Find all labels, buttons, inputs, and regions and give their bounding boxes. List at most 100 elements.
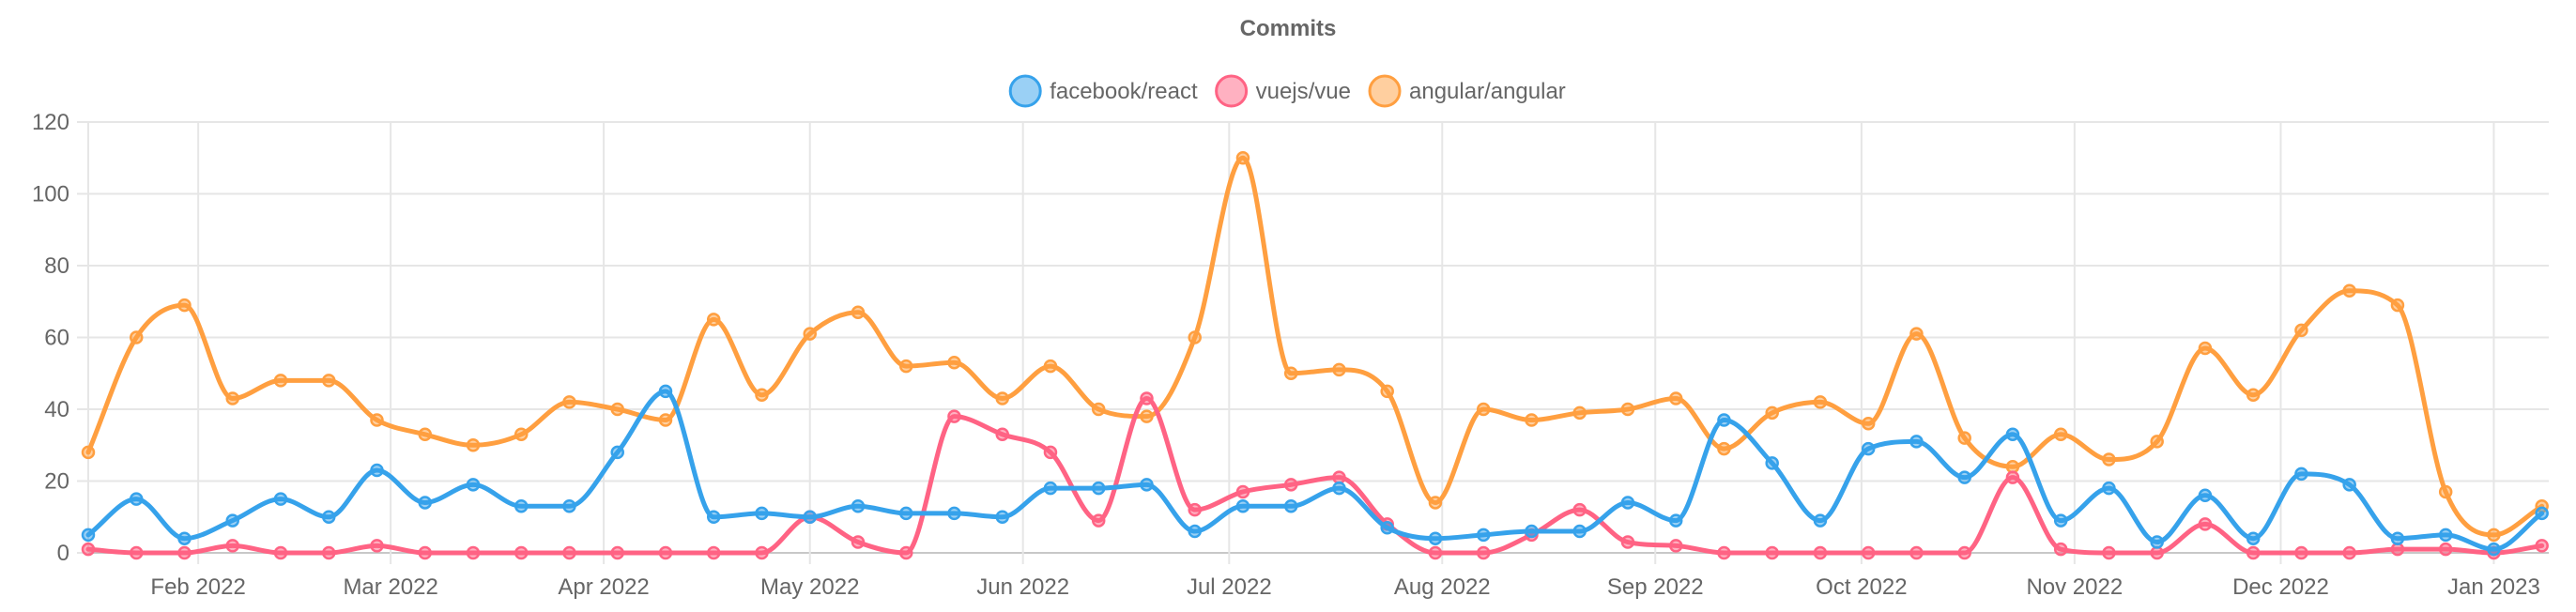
legend-swatch xyxy=(1008,74,1042,108)
data-point xyxy=(2246,388,2261,402)
data-point xyxy=(1957,470,1971,484)
data-point xyxy=(1717,441,1731,456)
data-point xyxy=(1525,524,1539,539)
data-point xyxy=(2005,470,2020,484)
data-point xyxy=(370,539,384,553)
x-tick-label: Apr 2022 xyxy=(558,574,649,600)
data-point xyxy=(1140,409,1154,423)
data-point xyxy=(562,499,576,513)
x-tick-label: Feb 2022 xyxy=(150,574,245,600)
data-point xyxy=(995,510,1009,524)
data-point xyxy=(273,374,288,388)
legend-label: facebook/react xyxy=(1050,79,1198,104)
data-point xyxy=(2438,528,2453,543)
data-point xyxy=(418,545,432,560)
y-tick-label: 100 xyxy=(32,182,69,207)
data-point xyxy=(1572,502,1587,517)
data-point xyxy=(2150,435,2164,449)
data-point xyxy=(947,506,961,521)
data-point xyxy=(1283,499,1298,513)
data-point xyxy=(706,545,721,560)
data-point xyxy=(177,298,192,313)
legend: facebook/react vuejs/vue angular/angular xyxy=(1008,74,1566,108)
data-point xyxy=(2005,427,2020,442)
data-point xyxy=(81,445,96,460)
data-point xyxy=(1380,520,1394,535)
data-point xyxy=(81,528,96,543)
data-point xyxy=(1188,524,1202,539)
series-facebook-react xyxy=(81,384,2549,557)
chart-title: Commits xyxy=(1240,16,1337,41)
data-point xyxy=(2198,517,2213,531)
data-point xyxy=(898,506,913,521)
data-point xyxy=(2390,542,2405,557)
data-point xyxy=(1235,151,1250,165)
data-point xyxy=(1765,405,1779,421)
data-point xyxy=(1765,456,1779,470)
data-point xyxy=(2294,323,2308,338)
x-tick-label: Sep 2022 xyxy=(1607,574,1704,600)
data-point xyxy=(851,535,866,549)
axes: 0 20 40 60 80 100 120 Feb 2022 Mar 2022 Apr 2022 M… xyxy=(32,110,2540,600)
data-point xyxy=(1332,470,1346,484)
data-point xyxy=(2102,481,2116,496)
data-point xyxy=(2487,528,2501,543)
data-point xyxy=(1620,496,1635,510)
data-point xyxy=(1861,545,1876,560)
data-point xyxy=(851,305,866,319)
data-point xyxy=(2246,531,2261,545)
data-point xyxy=(1668,391,1683,405)
data-point xyxy=(1283,366,1298,380)
data-point xyxy=(1620,402,1635,417)
data-point xyxy=(2390,298,2405,313)
data-point xyxy=(851,499,866,513)
data-point xyxy=(610,545,624,560)
data-point xyxy=(1091,513,1106,528)
data-point xyxy=(1332,362,1346,377)
data-point xyxy=(1235,484,1250,499)
data-point xyxy=(1476,528,1491,543)
data-point xyxy=(2438,484,2453,499)
x-tick-label: Oct 2022 xyxy=(1816,574,1907,600)
data-point xyxy=(2294,467,2308,482)
data-point xyxy=(2053,542,2068,557)
y-tick-label: 120 xyxy=(32,110,69,135)
x-tick-label: Nov 2022 xyxy=(2026,574,2123,600)
data-point xyxy=(706,313,721,327)
data-point xyxy=(1572,405,1587,421)
data-point xyxy=(755,506,769,521)
data-point xyxy=(2438,542,2453,557)
data-point xyxy=(706,510,721,524)
data-point xyxy=(2487,542,2501,557)
data-point xyxy=(1476,545,1491,560)
data-point xyxy=(755,545,769,560)
data-point xyxy=(1765,545,1779,560)
data-point xyxy=(321,545,336,560)
data-point xyxy=(1091,481,1106,496)
data-point xyxy=(1909,435,1924,449)
data-point xyxy=(1380,384,1394,399)
data-point xyxy=(1332,481,1346,496)
data-point xyxy=(81,542,96,557)
x-tick-label: Dec 2022 xyxy=(2232,574,2329,600)
data-point xyxy=(995,391,1009,405)
y-tick-label: 20 xyxy=(44,469,69,495)
data-point xyxy=(755,388,769,402)
data-point xyxy=(1140,478,1154,492)
data-point xyxy=(1861,441,1876,456)
data-point xyxy=(514,427,529,442)
data-point xyxy=(1717,545,1731,560)
data-point xyxy=(898,545,913,560)
data-point xyxy=(177,545,192,560)
data-point xyxy=(610,402,624,417)
data-point xyxy=(466,478,481,492)
data-point xyxy=(370,413,384,427)
data-point xyxy=(129,545,144,560)
legend-item: vuejs/vue xyxy=(1215,74,1351,108)
data-point xyxy=(995,427,1009,442)
data-point xyxy=(947,356,961,370)
series-angular-angular xyxy=(81,151,2549,543)
y-tick-label: 60 xyxy=(44,326,69,351)
legend-swatch xyxy=(1215,74,1249,108)
x-tick-label: May 2022 xyxy=(760,574,859,600)
